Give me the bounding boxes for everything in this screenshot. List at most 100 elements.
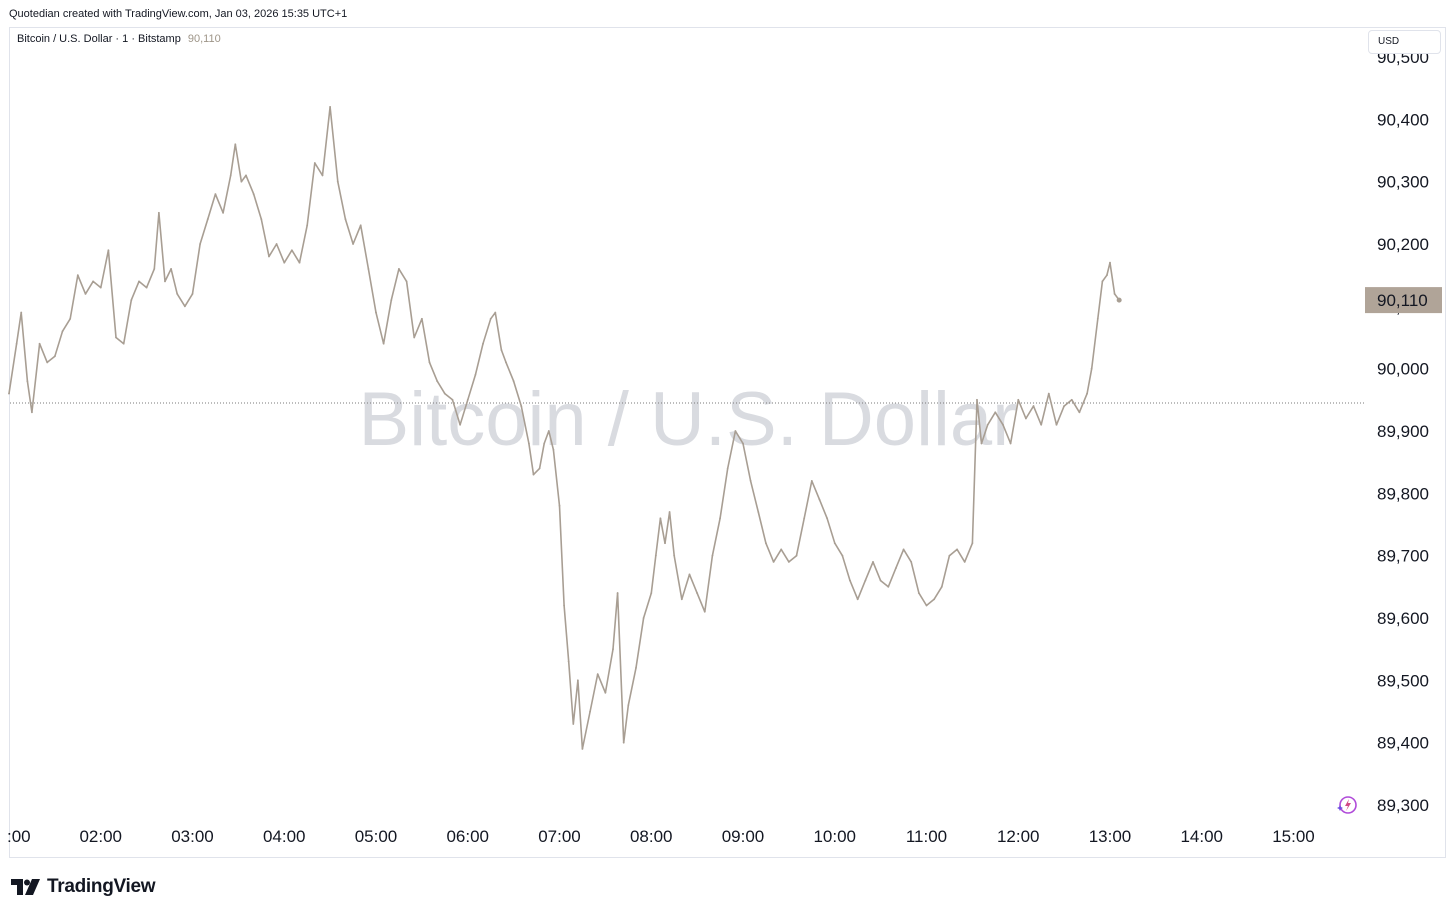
price-point bbox=[917, 592, 920, 594]
y-tick-label: 90,000 bbox=[1377, 360, 1429, 379]
chart-frame[interactable] bbox=[9, 27, 1446, 858]
price-point bbox=[528, 442, 530, 445]
price-point bbox=[765, 542, 767, 545]
price-point bbox=[367, 268, 370, 270]
price-point bbox=[15, 342, 18, 345]
x-tick-label: 11:00 bbox=[906, 827, 947, 846]
price-point bbox=[532, 473, 535, 476]
price-point bbox=[818, 498, 821, 501]
price-point bbox=[115, 336, 117, 339]
price-point bbox=[780, 548, 783, 551]
price-point bbox=[986, 423, 989, 426]
lightning-badge-icon[interactable] bbox=[1334, 793, 1360, 817]
x-tick-label: 15:00 bbox=[1272, 827, 1315, 846]
last-price-label: 90,110 bbox=[1377, 291, 1428, 310]
price-point bbox=[245, 174, 247, 177]
price-point bbox=[680, 598, 683, 601]
price-point bbox=[31, 411, 33, 414]
price-point bbox=[668, 511, 671, 513]
price-point bbox=[810, 479, 813, 482]
y-tick-label: 89,800 bbox=[1377, 484, 1429, 503]
price-point bbox=[543, 442, 546, 445]
price-point bbox=[122, 342, 125, 345]
tradingview-logo-icon bbox=[11, 879, 40, 895]
y-tick-label: 89,900 bbox=[1377, 422, 1429, 441]
price-point bbox=[910, 561, 913, 563]
legend-symbol: Bitcoin / U.S. Dollar · 1 · Bitstamp bbox=[17, 33, 181, 45]
price-point bbox=[940, 585, 943, 588]
price-point bbox=[749, 479, 752, 482]
price-point bbox=[567, 660, 570, 663]
price-point bbox=[500, 349, 503, 351]
price-point bbox=[505, 361, 507, 364]
price-point bbox=[976, 398, 978, 401]
price-point bbox=[879, 579, 882, 582]
price-point bbox=[92, 280, 95, 283]
price-point bbox=[252, 193, 255, 196]
price-point bbox=[726, 467, 729, 470]
price-point bbox=[980, 442, 983, 445]
currency-button[interactable]: USD bbox=[1368, 30, 1441, 54]
price-point bbox=[864, 579, 867, 582]
price-point bbox=[622, 741, 625, 744]
price-point bbox=[375, 311, 377, 314]
price-point bbox=[664, 542, 666, 545]
price-point bbox=[390, 299, 393, 301]
chart-caption: Quotedian created with TradingView.com, … bbox=[9, 8, 348, 20]
x-tick-label: 04:00 bbox=[263, 827, 306, 846]
price-point bbox=[359, 224, 362, 227]
price-point bbox=[107, 249, 110, 252]
price-point bbox=[130, 299, 133, 301]
price-point bbox=[290, 249, 293, 252]
price-point bbox=[1063, 405, 1066, 407]
price-point bbox=[260, 218, 263, 220]
price-point bbox=[482, 342, 484, 345]
price-point bbox=[659, 517, 662, 520]
price-point bbox=[443, 392, 446, 395]
price-point bbox=[849, 579, 851, 582]
price-point bbox=[833, 542, 836, 545]
price-point bbox=[787, 561, 790, 563]
price-point bbox=[164, 280, 166, 283]
price-point bbox=[650, 592, 653, 594]
price-point bbox=[596, 673, 599, 675]
price-point bbox=[466, 398, 469, 401]
x-tick-label: 05:00 bbox=[355, 827, 398, 846]
y-tick-label: 90,300 bbox=[1377, 173, 1429, 192]
price-point bbox=[222, 211, 224, 214]
price-point bbox=[956, 548, 958, 551]
price-point bbox=[420, 317, 423, 320]
x-tick-label: 12:00 bbox=[997, 827, 1040, 846]
price-point bbox=[153, 268, 156, 270]
price-point bbox=[1070, 398, 1073, 401]
price-point bbox=[214, 193, 217, 196]
price-point bbox=[1106, 274, 1108, 277]
watermark-text: Bitcoin / U.S. Dollar bbox=[359, 377, 1018, 462]
price-point bbox=[963, 561, 966, 563]
price-point bbox=[576, 679, 579, 682]
price-point bbox=[719, 517, 721, 520]
legend-price: 90,110 bbox=[187, 33, 221, 45]
x-tick-label: 07:00 bbox=[538, 827, 581, 846]
price-point bbox=[405, 280, 408, 283]
price-point bbox=[53, 355, 56, 358]
x-tick-label: 13:00 bbox=[1089, 827, 1132, 846]
price-point bbox=[742, 442, 744, 445]
price-point bbox=[711, 554, 714, 557]
price-point bbox=[268, 255, 270, 258]
price-point bbox=[69, 317, 72, 320]
price-point bbox=[20, 311, 23, 314]
price-point bbox=[856, 598, 859, 601]
x-tick-label: 03:00 bbox=[171, 827, 214, 846]
price-point bbox=[84, 292, 87, 295]
y-tick-label: 89,500 bbox=[1377, 671, 1429, 690]
price-point bbox=[538, 467, 541, 470]
price-point bbox=[627, 704, 630, 707]
price-point bbox=[38, 342, 41, 345]
price-point bbox=[552, 448, 555, 451]
y-tick-label: 90,400 bbox=[1377, 110, 1429, 129]
price-point bbox=[8, 392, 10, 395]
price-point bbox=[26, 380, 29, 383]
price-point bbox=[275, 243, 278, 245]
